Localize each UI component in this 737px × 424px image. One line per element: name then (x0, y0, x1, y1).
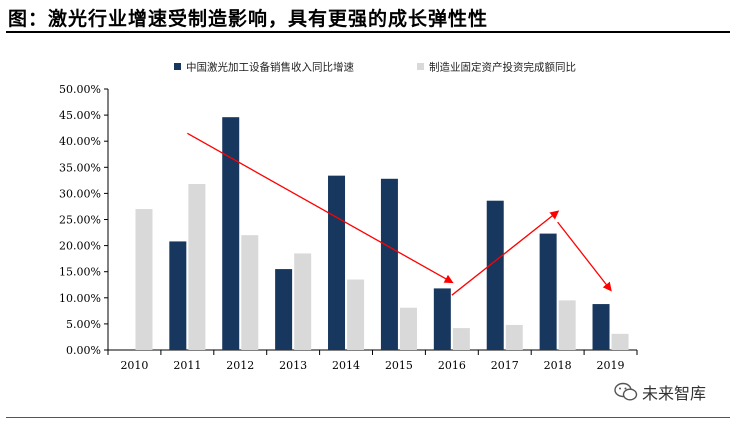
x-tick-label: 2016 (438, 359, 466, 372)
bar-manufacturing-investment-2015 (399, 307, 417, 350)
trend-arrow-1 (187, 132, 454, 284)
bar-laser-equipment-2012 (222, 117, 240, 350)
legend: 中国激光加工设备销售收入同比增速 制造业固定资产投资完成额同比 (174, 61, 576, 74)
y-tick-label: 50.00% (59, 83, 101, 96)
x-tick-label: 2011 (173, 359, 201, 372)
x-tick-label: 2013 (279, 359, 307, 372)
y-tick-label: 35.00% (59, 161, 101, 174)
axes: 0.00% 5.00% 10.00% 15.00% 20.00% 25.00% 30.00%… (59, 83, 638, 372)
y-tick-label: 30.00% (59, 187, 101, 200)
legend-swatch-1 (174, 63, 181, 70)
y-tick-label: 25.00% (59, 214, 101, 227)
x-tick-label: 2014 (332, 359, 360, 372)
y-tick-label: 40.00% (59, 135, 101, 148)
bar-manufacturing-investment-2010 (135, 209, 153, 350)
bar-laser-equipment-2011 (169, 241, 187, 350)
legend-swatch-2 (417, 63, 424, 70)
bar-laser-equipment-2013 (275, 269, 293, 350)
y-tick-label: 5.00% (66, 318, 101, 331)
bar-manufacturing-investment-2019 (611, 333, 629, 350)
bar-laser-equipment-2017 (486, 200, 504, 350)
y-tick-label: 0.00% (66, 344, 101, 357)
wechat-icon (614, 382, 638, 401)
bar-manufacturing-investment-2013 (294, 253, 312, 350)
x-tick-label: 2019 (597, 359, 625, 372)
title-divider (6, 31, 730, 33)
bottom-divider (6, 417, 730, 418)
y-tick-label: 20.00% (59, 240, 101, 253)
trend-arrow-2 (451, 210, 560, 296)
bar-manufacturing-investment-2012 (241, 235, 259, 350)
bar-laser-equipment-2019 (592, 304, 610, 350)
legend-label-2: 制造业固定资产投资完成额同比 (429, 61, 576, 74)
bar-laser-equipment-2018 (539, 233, 557, 350)
bar-manufacturing-investment-2014 (347, 279, 365, 350)
trend-arrows (187, 132, 612, 296)
bar-manufacturing-investment-2017 (505, 324, 523, 350)
x-tick-label: 2018 (544, 359, 572, 372)
legend-label-1: 中国激光加工设备销售收入同比增速 (186, 61, 354, 74)
y-tick-label: 15.00% (59, 266, 101, 279)
figure-title: 图：激光行业增速受制造影响，具有更强的成长弹性性 (8, 8, 489, 30)
x-tick-label: 2010 (120, 359, 148, 372)
bar-manufacturing-investment-2016 (452, 328, 470, 350)
bar-manufacturing-investment-2011 (188, 184, 206, 350)
bar-laser-equipment-2014 (328, 175, 346, 350)
x-tick-label: 2015 (385, 359, 413, 372)
bar-laser-equipment-2015 (380, 178, 398, 350)
y-tick-label: 10.00% (59, 292, 101, 305)
watermark-text: 未来智库 (642, 384, 707, 403)
x-tick-label: 2012 (226, 359, 254, 372)
bars (135, 117, 629, 350)
bar-laser-equipment-2016 (433, 288, 451, 350)
x-tick-label: 2017 (491, 359, 519, 372)
trend-arrow-3 (557, 221, 612, 292)
y-tick-label: 45.00% (59, 109, 101, 122)
watermark: 未来智库 (614, 380, 706, 404)
bar-manufacturing-investment-2018 (558, 300, 576, 350)
